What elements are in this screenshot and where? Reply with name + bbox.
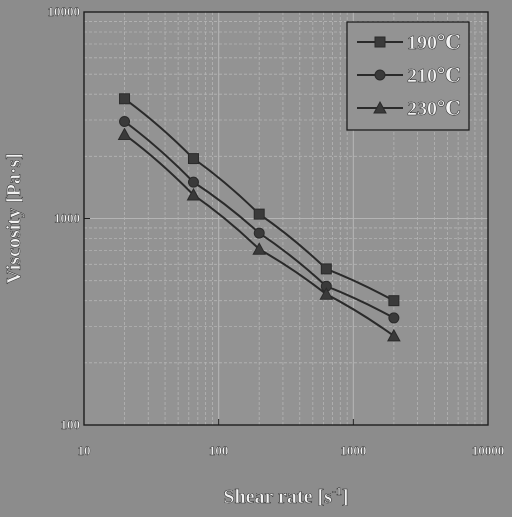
series-3 (117, 127, 401, 342)
series-2 (119, 115, 400, 324)
legend-marker (374, 69, 386, 81)
data-point (117, 127, 132, 141)
legend-label: 230℃ (407, 98, 461, 120)
data-point (388, 312, 400, 324)
data-point (319, 287, 334, 300)
data-point (187, 176, 199, 188)
data-point (387, 328, 401, 342)
x-axis-label: Shear rate [s-1] (223, 484, 348, 508)
legend-marker (373, 100, 387, 114)
data-point (388, 295, 400, 307)
series-1 (119, 93, 400, 307)
legend: 190℃ 210℃ 230℃ (346, 21, 470, 131)
y-tick-label: 10000 (48, 4, 81, 19)
data-point (119, 115, 131, 127)
grid-lines (84, 12, 488, 425)
data-point (252, 242, 267, 255)
data-point (186, 187, 201, 201)
x-tick-label: 100 (209, 443, 229, 458)
legend-label: 190℃ (407, 32, 461, 54)
tick-labels: 10 100 1000 10000 100 1000 10000 (47, 4, 505, 458)
legend-label: 210℃ (407, 65, 461, 87)
x-axis-label-text: Shear rate [s (223, 486, 332, 508)
x-axis-label-close: ] (342, 486, 349, 508)
y-tick-label: 1000 (54, 211, 80, 226)
data-point (253, 208, 265, 220)
y-tick-label: 100 (61, 417, 81, 432)
x-tick-label: 10 (78, 443, 91, 458)
legend-marker (374, 36, 386, 48)
x-tick-label: 10000 (472, 443, 505, 458)
x-tick-label: 1000 (340, 443, 366, 458)
y-axis-label: Viscosity [Pa·s] (3, 153, 25, 284)
data-point (320, 263, 332, 275)
x-axis-label-sup: -1 (332, 484, 342, 498)
data-point (187, 153, 199, 165)
data-point (119, 93, 131, 105)
data-point (253, 227, 265, 239)
